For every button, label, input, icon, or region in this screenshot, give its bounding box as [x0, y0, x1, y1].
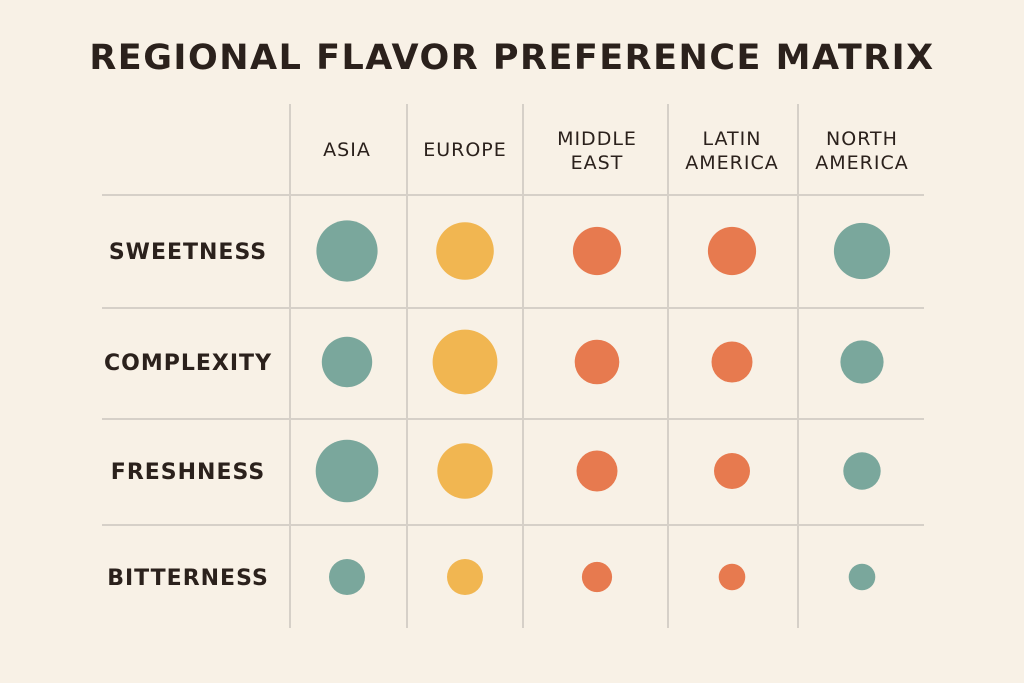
row-label: BITTERNESS [107, 566, 269, 591]
row-label: SWEETNESS [109, 240, 267, 265]
row-label: COMPLEXITY [104, 351, 272, 376]
bubble [316, 220, 378, 282]
bubble [315, 439, 379, 503]
bubble [714, 453, 750, 489]
bubble [437, 443, 493, 499]
bubble [436, 222, 494, 280]
row-labels: SWEETNESS COMPLEXITY FRESHNESS BITTERNESS [104, 240, 272, 591]
bubble [572, 226, 622, 276]
bubbles [315, 220, 891, 595]
column-label: EUROPE [423, 139, 507, 161]
bubble [581, 561, 613, 593]
bubble [711, 341, 753, 383]
bubble [432, 329, 498, 395]
bubble [321, 336, 373, 388]
column-labels: ASIA EUROPE MIDDLE EAST LATIN AMERICA NORTH AME… [323, 128, 908, 174]
column-label: LATIN AMERICA [685, 128, 778, 174]
bubble [843, 452, 881, 490]
bubble [707, 226, 757, 276]
bubble [576, 450, 618, 492]
bubble [447, 559, 483, 595]
column-label: MIDDLE EAST [557, 128, 637, 174]
bubble [848, 563, 876, 591]
bubble [718, 563, 746, 591]
bubble [329, 559, 365, 595]
column-label: ASIA [323, 139, 371, 161]
row-label: FRESHNESS [111, 460, 265, 485]
column-label: NORTH AMERICA [815, 128, 908, 174]
bubble [833, 222, 891, 280]
bubble [840, 340, 884, 384]
chart-title: REGIONAL FLAVOR PREFERENCE MATRIX [89, 38, 935, 78]
bubble [574, 339, 620, 385]
grid-lines [102, 104, 924, 628]
